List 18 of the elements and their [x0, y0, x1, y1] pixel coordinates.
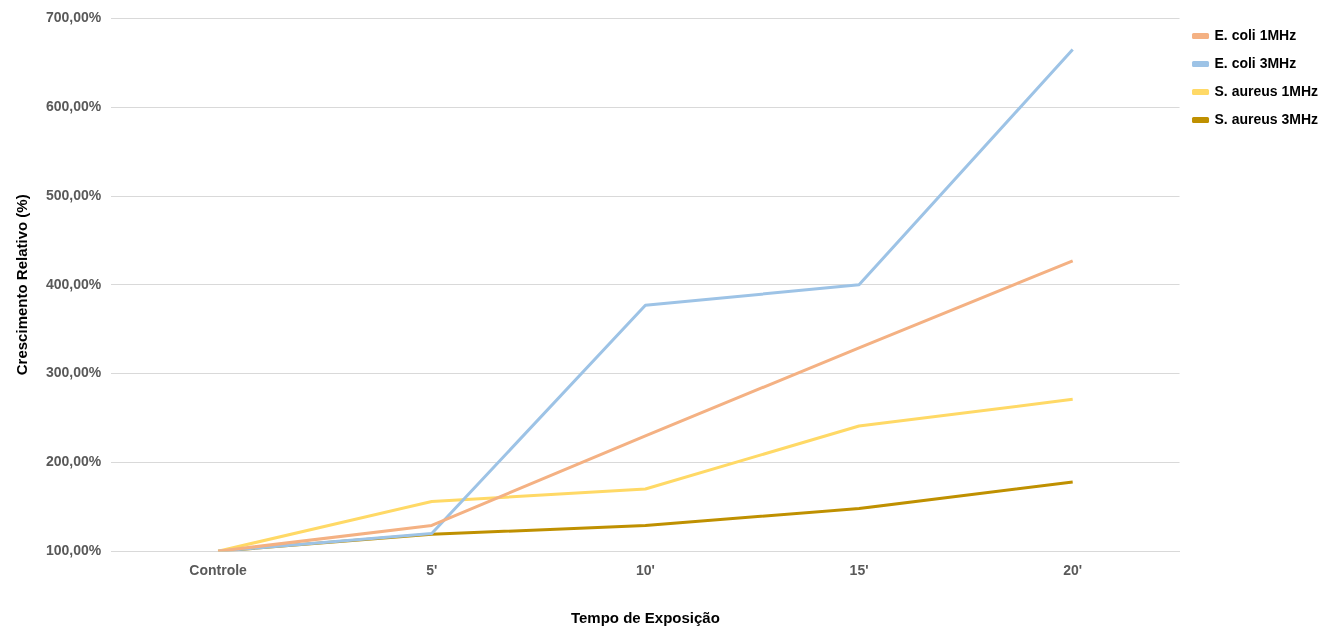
x-tick-label: 5'	[426, 562, 438, 579]
y-tick-label: 600,00%	[45, 98, 102, 115]
legend-label: S. aureus 1MHz	[1214, 82, 1319, 99]
y-tick-label: 400,00%	[45, 275, 102, 292]
legend-label: E. coli 1MHz	[1214, 26, 1297, 43]
x-tick-label: Controle	[189, 562, 248, 579]
x-tick-label: 10'	[635, 562, 655, 579]
legend-label: E. coli 3MHz	[1214, 54, 1297, 71]
y-tick-label: 100,00%	[45, 542, 102, 559]
y-tick-label: 300,00%	[45, 364, 102, 381]
y-axis-title: Crescimento Relativo (%)	[13, 194, 31, 376]
x-tick-label: 20'	[1063, 562, 1083, 579]
x-axis-title: Tempo de Exposição	[570, 609, 720, 627]
y-tick-label: 700,00%	[45, 9, 102, 26]
y-tick-label: 500,00%	[45, 186, 102, 203]
x-tick-label: 15'	[849, 562, 869, 579]
legend-label: S. aureus 3MHz	[1214, 110, 1319, 127]
y-tick-label: 200,00%	[45, 453, 102, 470]
